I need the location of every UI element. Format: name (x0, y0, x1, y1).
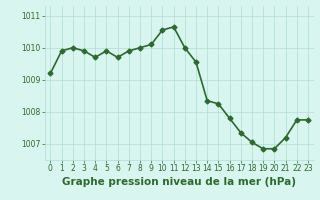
X-axis label: Graphe pression niveau de la mer (hPa): Graphe pression niveau de la mer (hPa) (62, 177, 296, 187)
